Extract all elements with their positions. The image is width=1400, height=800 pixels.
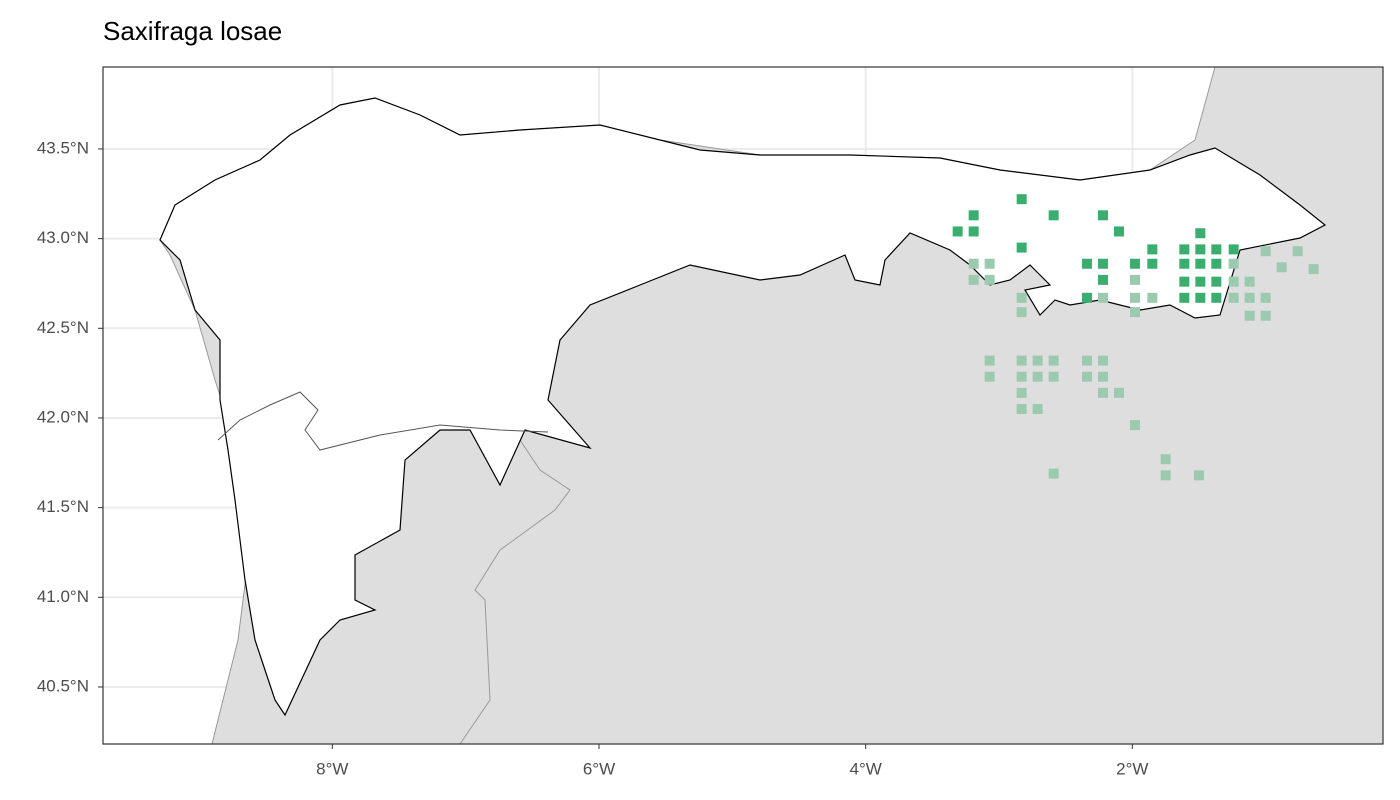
occurrence-cell	[1114, 387, 1124, 398]
occurrence-cell	[1211, 244, 1222, 255]
occurrence-cell	[1048, 210, 1059, 221]
occurrence-cell	[1276, 262, 1287, 273]
occurrence-cell	[1228, 292, 1239, 303]
occurrence-cell	[1179, 244, 1190, 255]
y-tick-label: 42.5°N	[37, 318, 89, 337]
occurrence-cell	[1016, 307, 1027, 318]
occurrence-cell	[1147, 292, 1158, 303]
occurrence-cell	[1016, 387, 1027, 398]
occurrence-cell	[1228, 258, 1239, 269]
border	[459, 439, 571, 745]
occurrence-cell	[1244, 292, 1255, 303]
occurrence-cell	[1082, 258, 1092, 269]
occurrence-cell	[968, 226, 979, 237]
occurrence-cell	[1179, 276, 1190, 287]
occurrence-cell	[968, 258, 979, 269]
occurrence-cell	[1016, 292, 1027, 303]
occurrence-cell	[1228, 276, 1239, 287]
occurrence-cell	[1098, 371, 1108, 382]
occurrence-cell	[1195, 276, 1206, 287]
occurrence-cell	[1147, 244, 1158, 255]
x-tick-label: 2°W	[1116, 759, 1148, 778]
occurrence-cell	[984, 355, 995, 366]
x-tick-label: 6°W	[583, 759, 615, 778]
occurrence-cell	[1160, 454, 1171, 465]
occurrence-cell	[1130, 307, 1140, 318]
occurrence-cell	[1032, 371, 1043, 382]
occurrence-cell	[968, 274, 979, 285]
x-tick-label: 4°W	[850, 759, 882, 778]
points	[952, 194, 1319, 481]
occurrence-cell	[1260, 310, 1271, 321]
occurrence-cell	[1244, 276, 1255, 287]
x-tick-label: 8°W	[316, 759, 348, 778]
occurrence-cell	[1130, 274, 1140, 285]
border	[217, 391, 549, 451]
occurrence-cell	[1082, 371, 1092, 382]
occurrence-cell	[968, 210, 979, 221]
occurrence-cell	[1082, 355, 1092, 366]
occurrence-cell	[1179, 258, 1190, 269]
y-tick-label: 43.0°N	[37, 228, 89, 247]
occurrence-cell	[1179, 292, 1190, 303]
occurrence-cell	[1048, 468, 1059, 479]
y-tick-label: 40.5°N	[37, 676, 89, 695]
occurrence-cell	[1098, 274, 1108, 285]
occurrence-cell	[1098, 387, 1108, 398]
occurrence-cell	[1228, 244, 1239, 255]
occurrence-cell	[1147, 258, 1158, 269]
occurrence-cell	[1308, 264, 1319, 275]
occurrence-cell	[1211, 258, 1222, 269]
occurrence-cell	[1082, 292, 1092, 303]
occurrence-cell	[1048, 371, 1059, 382]
occurrence-cell	[1260, 292, 1271, 303]
occurrence-cell	[1260, 246, 1271, 257]
occurrence-cell	[1195, 292, 1206, 303]
panel-border	[102, 66, 1384, 745]
occurrence-cell	[1211, 276, 1222, 287]
occurrence-cell	[1016, 194, 1027, 205]
occurrence-cell	[1016, 242, 1027, 253]
y-tick-label: 41.5°N	[37, 497, 89, 516]
y-tick-label: 42.0°N	[37, 407, 89, 426]
occurrence-cell	[1114, 226, 1124, 237]
occurrence-cell	[984, 258, 995, 269]
occurrence-cell	[1098, 292, 1108, 303]
region	[159, 97, 1327, 717]
y-tick-label: 41.0°N	[37, 587, 89, 606]
occurrence-cell	[1195, 244, 1206, 255]
occurrence-cell	[1292, 246, 1303, 257]
occurrence-cell	[1244, 310, 1255, 321]
occurrence-cell	[1130, 420, 1140, 431]
occurrence-cell	[1032, 403, 1043, 414]
occurrence-cell	[1098, 258, 1108, 269]
occurrence-cell	[984, 274, 995, 285]
occurrence-cell	[1048, 355, 1059, 366]
occurrence-cell	[1098, 210, 1108, 221]
occurrence-cell	[1098, 355, 1108, 366]
occurrence-cell	[1211, 292, 1222, 303]
occurrence-cell	[1032, 355, 1043, 366]
occurrence-cell	[1130, 292, 1140, 303]
occurrence-cell	[984, 371, 995, 382]
occurrence-cell	[1130, 258, 1140, 269]
occurrence-cell	[1160, 470, 1171, 481]
occurrence-cell	[1016, 371, 1027, 382]
occurrence-cell	[952, 226, 963, 237]
occurrence-cell	[1194, 470, 1204, 481]
occurrence-cell	[1195, 258, 1206, 269]
occurrence-cell	[1016, 403, 1027, 414]
occurrence-cell	[1195, 228, 1206, 239]
chart-title: Saxifraga losae	[103, 16, 282, 46]
y-tick-label: 43.5°N	[37, 138, 89, 157]
occurrence-cell	[1016, 355, 1027, 366]
